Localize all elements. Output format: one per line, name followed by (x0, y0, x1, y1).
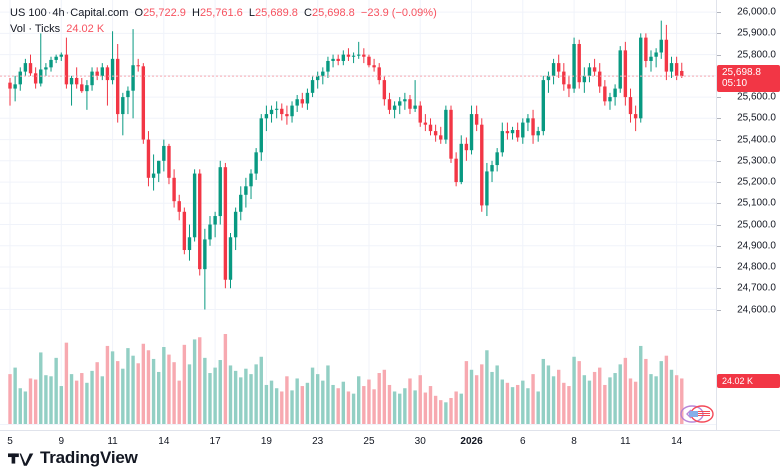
price-axis-tick-mark (717, 245, 721, 247)
tradingview-wordmark: TradingView (40, 448, 138, 467)
last-price-countdown: 05:10 (722, 78, 748, 90)
price-axis-tick-mark (717, 182, 721, 184)
price-axis-tick: 25,300.0 (737, 155, 776, 167)
volume-value-badge[interactable]: 24.02 K (717, 374, 780, 388)
price-axis-tick-mark (717, 12, 721, 14)
time-axis-tick: 8 (571, 436, 577, 447)
price-axis-tick: 25,100.0 (737, 197, 776, 209)
price-axis-tick-mark (717, 203, 721, 205)
price-axis-tick-mark (717, 267, 721, 269)
time-axis-tick: 14 (671, 436, 683, 447)
time-axis-tick: 23 (312, 436, 324, 447)
price-axis-tick: 25,200.0 (737, 176, 776, 188)
price-axis-tick: 25,600.0 (737, 91, 776, 103)
broker-watermark-icon (680, 405, 714, 423)
last-price-badge[interactable]: 25,698.8 05:10 (717, 65, 780, 93)
time-axis-tick: 5 (7, 436, 13, 447)
time-axis-tick: 6 (520, 436, 526, 447)
price-axis-tick: 25,400.0 (737, 134, 776, 146)
candlestick-series (0, 20, 716, 424)
price-axis-tick: 25,500.0 (737, 112, 776, 124)
price-axis[interactable]: 26,000.025,900.025,800.025,700.025,600.0… (716, 0, 780, 430)
price-axis-tick: 25,800.0 (737, 49, 776, 61)
time-axis-tick: 2026 (460, 436, 483, 447)
tradingview-footer-logo[interactable]: TradingView (8, 448, 138, 468)
price-axis-tick: 24,700.0 (737, 282, 776, 294)
price-axis-tick-mark (717, 160, 721, 162)
price-axis-tick-mark (717, 97, 721, 99)
price-axis-tick: 25,000.0 (737, 219, 776, 231)
time-axis-tick: 30 (414, 436, 426, 447)
price-axis-tick: 24,600.0 (737, 304, 776, 315)
price-axis-tick-mark (717, 54, 721, 56)
time-axis[interactable]: 5 9 11 14 17 19 23 25 30 2026 6 8 11 14 (0, 430, 780, 452)
price-axis-tick-mark (717, 288, 721, 290)
time-axis-tick: 17 (209, 436, 221, 447)
time-axis-tick: 25 (363, 436, 375, 447)
tradingview-mark-icon (8, 452, 34, 466)
price-axis-tick-mark (717, 118, 721, 120)
time-axis-tick: 9 (58, 436, 65, 447)
price-axis-tick-mark (717, 309, 721, 311)
time-axis-tick: 14 (158, 436, 170, 447)
chart-plot-area[interactable] (0, 0, 716, 430)
price-axis-tick: 24,800.0 (737, 261, 776, 273)
time-axis-tick: 19 (260, 436, 272, 447)
price-axis-tick-mark (717, 224, 721, 226)
time-axis-tick: 11 (107, 436, 118, 447)
last-price-value: 25,698.8 (722, 67, 761, 79)
price-axis-tick: 25,900.0 (737, 27, 776, 39)
price-axis-tick: 26,000.0 (737, 6, 776, 18)
price-axis-tick-mark (717, 139, 721, 141)
price-axis-tick-mark (717, 33, 721, 35)
price-axis-tick: 24,900.0 (737, 240, 776, 252)
time-axis-tick: 11 (620, 436, 631, 447)
